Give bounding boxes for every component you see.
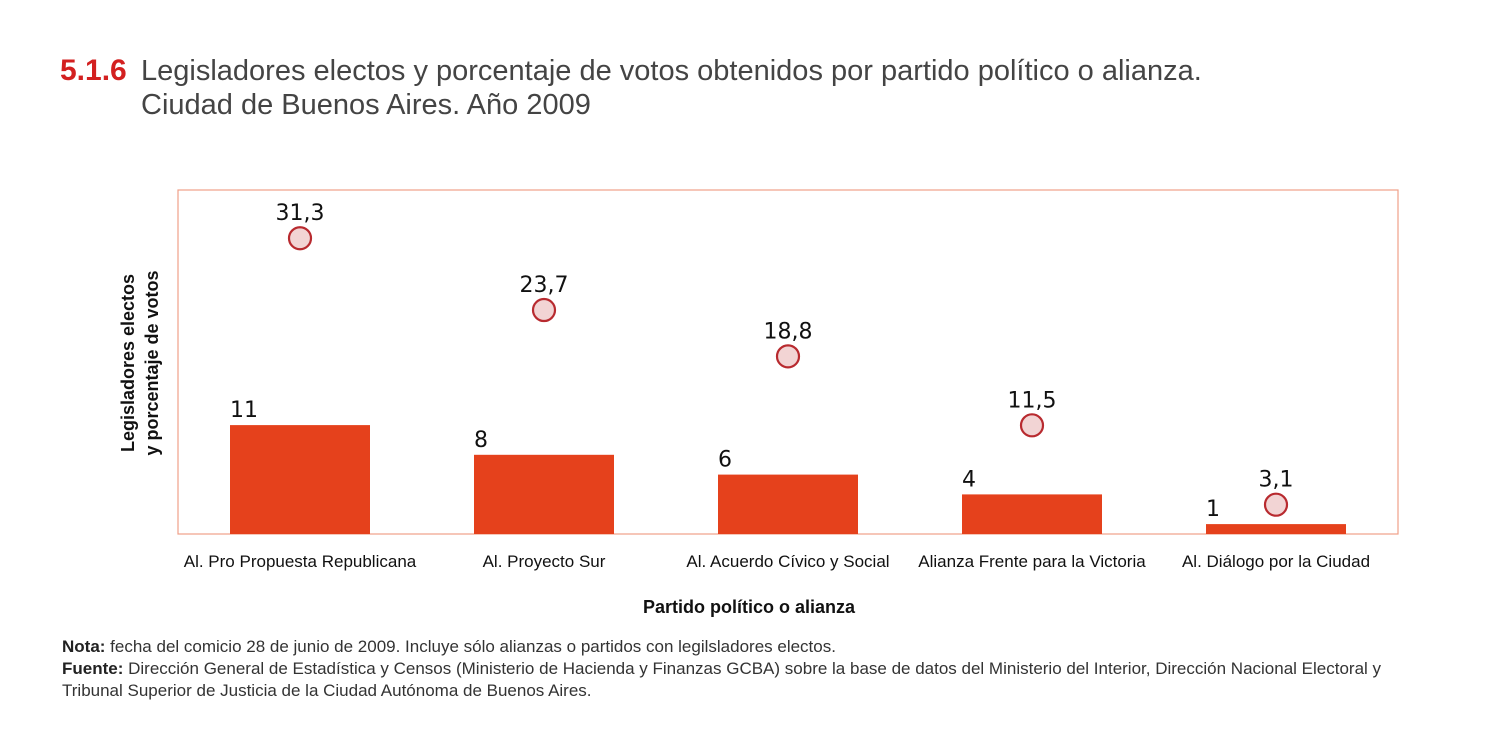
vote-point-1 — [287, 226, 313, 251]
x-tick-label-3: Al. Acuerdo Cívico y Social — [686, 552, 889, 571]
vote-point-5 — [1263, 492, 1289, 517]
nota-label: Nota: — [62, 637, 106, 656]
vote-point-3 — [775, 344, 801, 369]
bar-value-label-1: 11 — [230, 398, 258, 423]
nota-line: Nota: fecha del comicio 28 de junio de 2… — [62, 636, 1422, 658]
fuente-line: Fuente: Dirección General de Estadística… — [62, 658, 1422, 702]
x-tick-labels: Al. Pro Propuesta Republicana Al. Proyect… — [184, 552, 1370, 571]
y-axis-label-line-2: y porcentaje de votos — [142, 270, 162, 455]
point-value-label-5: 3,1 — [1259, 468, 1294, 493]
x-tick-label-4: Alianza Frente para la Victoria — [918, 552, 1146, 571]
vote-point-2 — [531, 297, 557, 323]
bar-1 — [230, 425, 370, 534]
bar-4 — [962, 494, 1102, 534]
figure-title-line-1: Legisladores electos y porcentaje de vot… — [141, 55, 1202, 87]
nota-text: fecha del comicio 28 de junio de 2009. I… — [105, 637, 836, 656]
point-value-label-3: 18,8 — [764, 319, 813, 344]
data-labels-group: 11 31,3 8 23,7 6 18,8 4 11,5 1 3,1 — [230, 201, 1294, 522]
points-group — [287, 226, 1289, 517]
point-value-label-2: 23,7 — [520, 273, 569, 298]
bar-value-label-3: 6 — [718, 448, 732, 473]
vote-point-4 — [1019, 413, 1045, 438]
fuente-text: Dirección General de Estadística y Censo… — [62, 659, 1382, 700]
fuente-label: Fuente: — [62, 659, 124, 678]
bar-value-label-2: 8 — [474, 428, 488, 453]
figure-title: Legisladores electos y porcentaje de vot… — [141, 54, 1441, 122]
x-axis-label: Partido político o alianza — [643, 597, 856, 617]
x-tick-label-5: Al. Diálogo por la Ciudad — [1182, 552, 1370, 571]
figure-title-line-2: Ciudad de Buenos Aires. Año 2009 — [141, 89, 591, 121]
point-value-label-1: 31,3 — [276, 201, 325, 226]
bars-group — [230, 425, 1346, 534]
x-tick-label-2: Al. Proyecto Sur — [483, 552, 606, 571]
y-axis-label: Legisladores electos y porcentaje de vot… — [118, 270, 162, 455]
bar-value-label-4: 4 — [962, 467, 976, 492]
notes: Nota: fecha del comicio 28 de junio de 2… — [62, 636, 1422, 702]
x-tick-label-1: Al. Pro Propuesta Republicana — [184, 552, 417, 571]
bar-5 — [1206, 524, 1346, 534]
point-value-label-4: 11,5 — [1008, 388, 1057, 413]
bar-value-label-5: 1 — [1206, 497, 1220, 522]
chart: 11 31,3 8 23,7 6 18,8 4 11,5 1 3,1 Al. Pro Propue… — [118, 189, 1399, 617]
figure-number: 5.1.6 — [60, 54, 127, 87]
bar-3 — [718, 474, 858, 534]
y-axis-label-line-1: Legisladores electos — [118, 274, 138, 452]
bar-2 — [474, 454, 614, 534]
